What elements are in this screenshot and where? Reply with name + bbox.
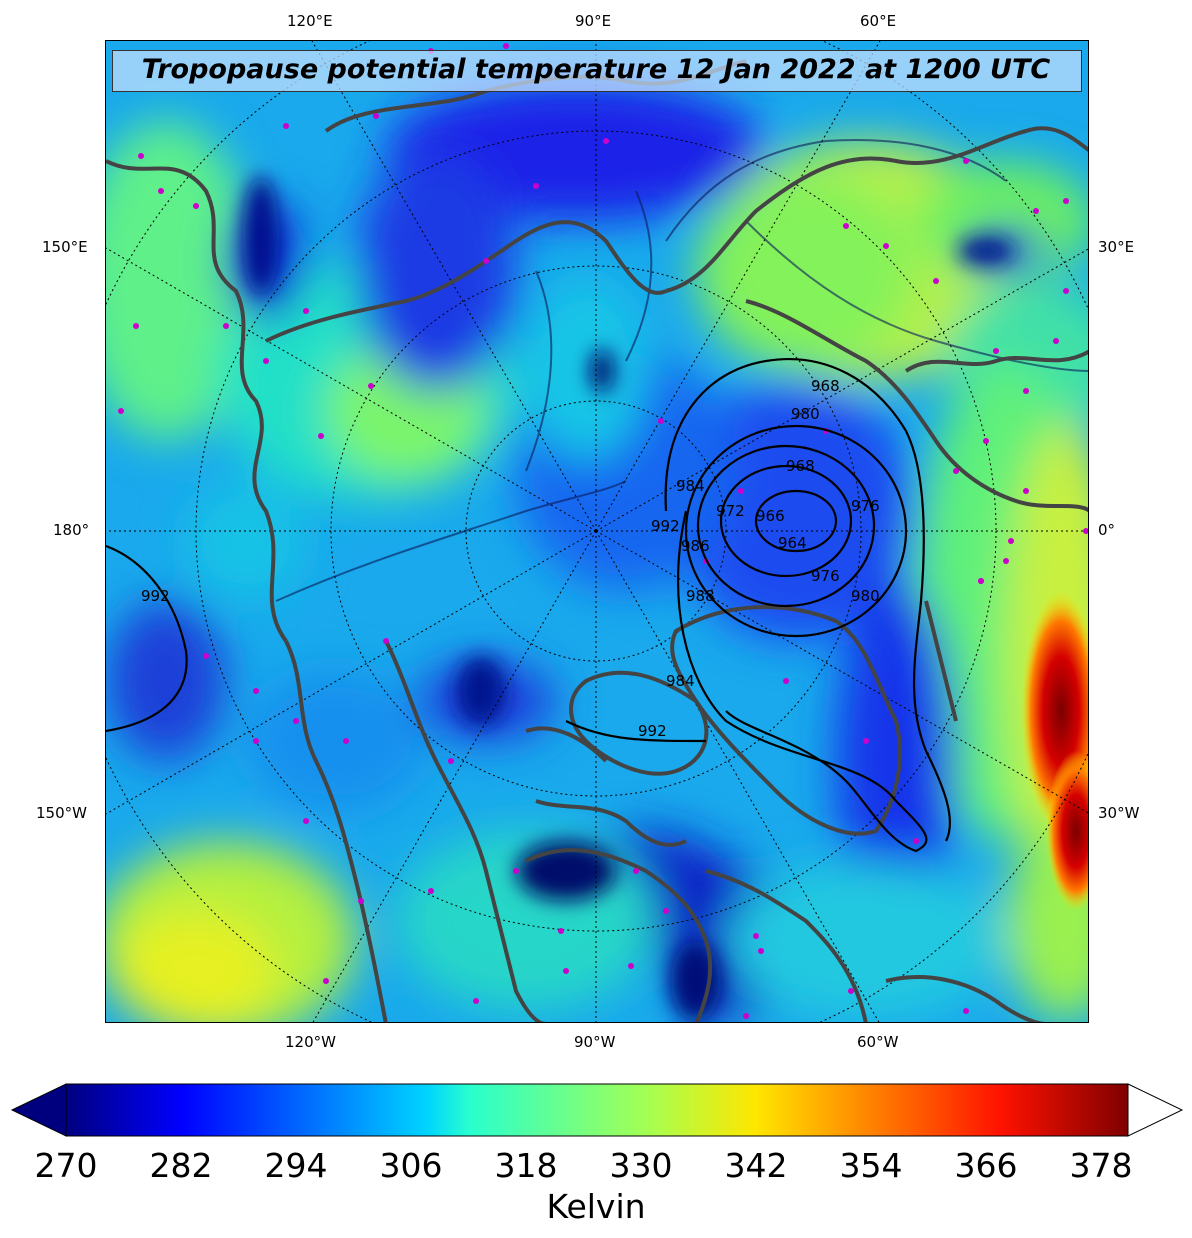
contour-label: 992 [651,517,680,535]
contour-label: 984 [666,672,695,690]
title-box [112,50,1082,92]
colorbar [10,1083,1184,1137]
colorbar-tick: 318 [494,1146,558,1185]
warm-plume-lower [1046,751,1088,911]
lon-label-bottom-60w: 60°W [857,1033,899,1051]
colorbar-tick: 306 [379,1146,443,1185]
lon-label-top-120e: 120°E [287,12,333,30]
colorbar-tick: 366 [954,1146,1018,1185]
contour-label: 980 [791,405,820,423]
colorbar-tick: 342 [724,1146,788,1185]
colorbar-tick: 294 [264,1146,328,1185]
lon-label-top-60e: 60°E [860,12,897,30]
lon-label-right-30w: 30°W [1098,804,1140,822]
contour-label: 992 [638,722,667,740]
colorbar-tick: 282 [149,1146,213,1185]
dark-troughs [243,176,1014,1021]
map-canvas: 968 980 968 964 966 972 984 992 976 976 … [106,41,1088,1022]
contour-label: 968 [786,457,815,475]
colorbar-tick: 330 [609,1146,673,1185]
colorbar-min-extend [10,1083,67,1137]
contour-label: 966 [756,507,785,525]
contour-label: 980 [851,587,880,605]
lon-label-right-0: 0° [1098,521,1116,539]
contour-label: 976 [851,497,880,515]
lon-label-right-30e: 30°E [1098,238,1135,256]
contour-label: 964 [778,534,807,552]
contour-label: 976 [811,567,840,585]
map-title: Tropopause potential temperature 12 Jan … [141,54,1051,85]
jet-gradient-lines [275,139,1088,602]
lon-label-bottom-120w: 120°W [285,1033,336,1051]
lon-label-left-150w: 150°W [36,804,87,822]
station-markers [118,43,1088,1019]
contour-label: 968 [811,377,840,395]
lon-label-left-180: 180° [53,521,90,539]
map-panel: 968 980 968 964 966 972 984 992 976 976 … [105,40,1089,1023]
coastlines [106,59,1088,1022]
lon-label-bottom-90w: 90°W [574,1033,616,1051]
pressure-contours [106,358,951,853]
contour-label: 986 [681,537,710,555]
contour-label: 972 [716,502,745,520]
colorbar-tick: 354 [839,1146,903,1185]
contour-label: 992 [141,587,170,605]
graticule [106,41,1088,1022]
contour-label: 988 [686,587,715,605]
colorbar-tick: 270 [34,1146,98,1185]
colorbar-tick: 378 [1069,1146,1133,1185]
lon-label-left-150e: 150°E [42,238,88,256]
colorbar-unit-label: Kelvin [546,1187,646,1226]
lon-label-top-90e: 90°E [575,12,612,30]
colorbar-max-extend [1127,1083,1184,1137]
contour-label: 984 [676,477,705,495]
pressure-contour-labels: 968 980 968 964 966 972 984 992 976 976 … [141,377,880,740]
colorbar-gradient [65,1083,1129,1137]
